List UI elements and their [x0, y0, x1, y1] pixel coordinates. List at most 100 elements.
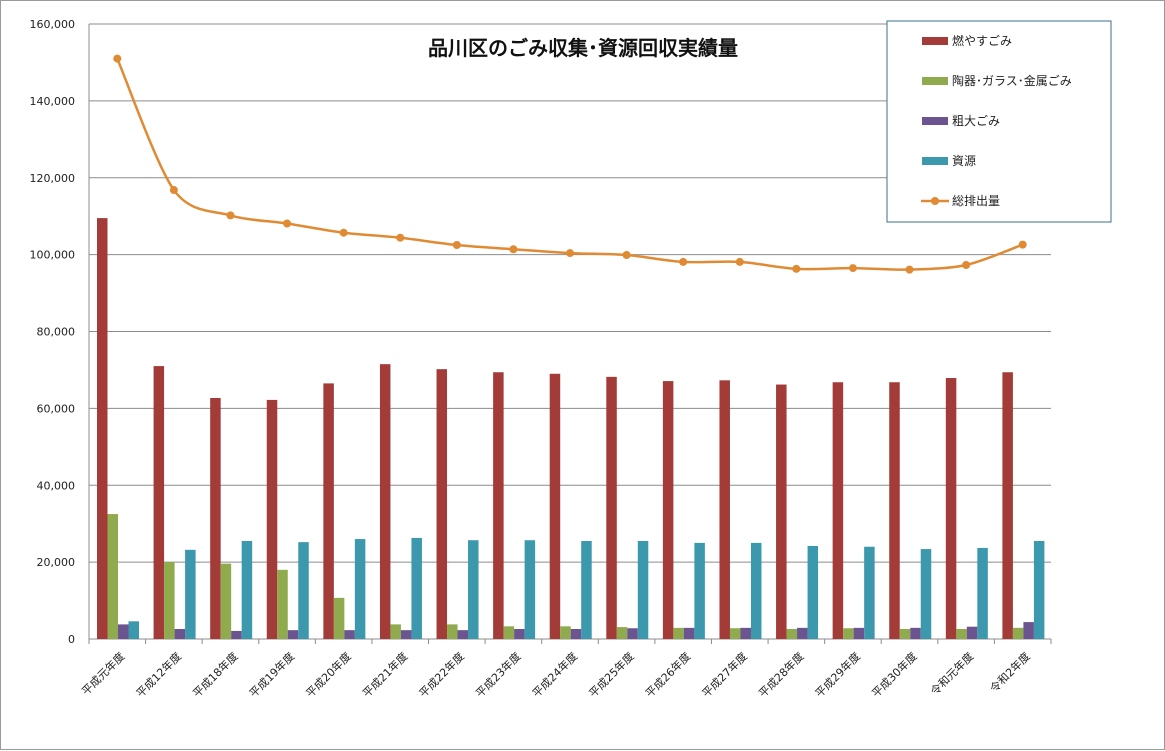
legend-marker	[931, 197, 939, 205]
legend-swatch	[922, 117, 948, 125]
line-point	[679, 257, 688, 266]
bar-粗大ごみ	[570, 629, 582, 639]
y-tick-label: 0	[68, 633, 75, 646]
bar-粗大ごみ	[400, 630, 412, 639]
bar-資源	[354, 539, 366, 639]
bar-燃やすごみ	[153, 366, 165, 639]
bar-燃やすごみ	[210, 397, 221, 639]
y-tick-label: 60,000	[37, 402, 76, 415]
x-tick-label: 平成21年度	[359, 649, 410, 700]
bar-資源	[977, 547, 988, 639]
x-tick-label: 平成30年度	[869, 649, 920, 700]
bar-粗大ごみ	[118, 624, 129, 639]
bar-資源	[920, 549, 932, 639]
y-tick-label: 80,000	[37, 326, 76, 339]
bar-燃やすごみ	[436, 369, 448, 639]
y-tick-label: 120,000	[30, 172, 76, 185]
bar-陶器･ガラス･金属ごみ	[503, 626, 515, 639]
bar-粗大ごみ	[797, 627, 808, 639]
bar-燃やすごみ	[493, 372, 504, 639]
line-総排出量	[116, 58, 1024, 271]
bar-陶器･ガラス･金属ごみ	[1012, 627, 1024, 639]
y-axis-tick-labels: 0 20,000 40,000 60,000 80,000 100,000 120,000 1…	[30, 18, 76, 646]
bar-資源	[241, 540, 253, 639]
bar-粗大ごみ	[344, 630, 355, 639]
bar-陶器･ガラス･金属ごみ	[220, 563, 232, 639]
line-marks	[113, 54, 1027, 274]
bar-粗大ごみ	[457, 630, 469, 639]
line-point	[735, 257, 744, 266]
bar-資源	[185, 549, 196, 639]
bar-資源	[581, 540, 592, 639]
bar-資源	[750, 542, 762, 639]
line-point	[113, 54, 122, 63]
legend-label: 総排出量	[952, 194, 1000, 208]
bar-粗大ごみ	[966, 626, 978, 639]
legend-label: 燃やすごみ	[952, 33, 1012, 48]
bar-陶器･ガラス･金属ごみ	[956, 629, 967, 639]
x-tick-label: 平成19年度	[246, 649, 297, 700]
bar-燃やすごみ	[323, 383, 334, 639]
bar-燃やすごみ	[97, 218, 108, 639]
bar-燃やすごみ	[776, 384, 787, 639]
line-point	[848, 264, 857, 273]
bar-燃やすごみ	[1002, 372, 1013, 639]
x-tick-label: 平成22年度	[416, 649, 467, 700]
x-tick-label: 平成20年度	[303, 649, 354, 700]
x-tick-label: 平成25年度	[586, 649, 637, 700]
bar-陶器･ガラス･金属ごみ	[616, 627, 628, 639]
bar-燃やすごみ	[945, 378, 957, 639]
bar-陶器･ガラス･金属ごみ	[333, 597, 345, 639]
line-point	[509, 245, 518, 254]
bar-資源	[128, 621, 139, 639]
x-tick-label: 平成元年度	[79, 649, 128, 698]
line-point	[792, 264, 801, 273]
bar-粗大ごみ	[1023, 622, 1034, 639]
bar-資源	[298, 542, 309, 639]
bar-粗大ごみ	[514, 629, 525, 639]
legend-swatch	[922, 77, 948, 85]
y-tick-label: 20,000	[37, 556, 76, 569]
line-point	[452, 241, 461, 250]
x-tick-label: 平成27年度	[699, 649, 750, 700]
bar-粗大ごみ	[287, 630, 299, 639]
line-point	[1018, 240, 1027, 249]
bar-資源	[864, 546, 875, 639]
line-point	[962, 261, 971, 270]
legend-label: 陶器･ガラス･金属ごみ	[952, 73, 1072, 88]
line-point	[566, 249, 574, 258]
bar-粗大ごみ	[174, 629, 186, 639]
legend-label: 粗大ごみ	[952, 113, 1000, 128]
line-point	[622, 251, 631, 260]
bar-陶器･ガラス･金属ごみ	[560, 626, 571, 639]
bar-陶器･ガラス･金属ごみ	[164, 562, 175, 639]
bar-陶器･ガラス･金属ごみ	[843, 628, 854, 639]
line-point	[396, 233, 405, 242]
bar-陶器･ガラス･金属ごみ	[899, 629, 911, 639]
line-point	[283, 219, 292, 228]
x-tick-label: 平成28年度	[756, 649, 807, 700]
bar-資源	[637, 540, 649, 639]
bar-燃やすごみ	[662, 381, 674, 639]
bar-資源	[807, 545, 819, 639]
bar-燃やすごみ	[266, 399, 278, 639]
bar-燃やすごみ	[832, 382, 844, 639]
bar-陶器･ガラス･金属ごみ	[107, 514, 118, 639]
line-point	[226, 211, 235, 220]
y-tick-label: 160,000	[30, 18, 76, 31]
y-tick-label: 40,000	[37, 479, 76, 492]
x-tick-label: 平成23年度	[473, 649, 524, 700]
bar-粗大ごみ	[910, 627, 921, 639]
bar-陶器･ガラス･金属ごみ	[390, 624, 401, 639]
legend-swatch	[922, 157, 948, 165]
bar-陶器･ガラス･金属ごみ	[673, 627, 684, 639]
bar-燃やすごみ	[549, 373, 561, 639]
x-axis-tick-labels: 平成元年度 平成12年度 平成18年度 平成19年度 平成20年度 平成21年度 平成22年…	[79, 639, 1052, 700]
y-tick-label: 100,000	[30, 249, 76, 262]
bar-粗大ごみ	[683, 627, 695, 639]
bar-燃やすごみ	[719, 380, 730, 639]
bar-粗大ごみ	[740, 627, 751, 639]
